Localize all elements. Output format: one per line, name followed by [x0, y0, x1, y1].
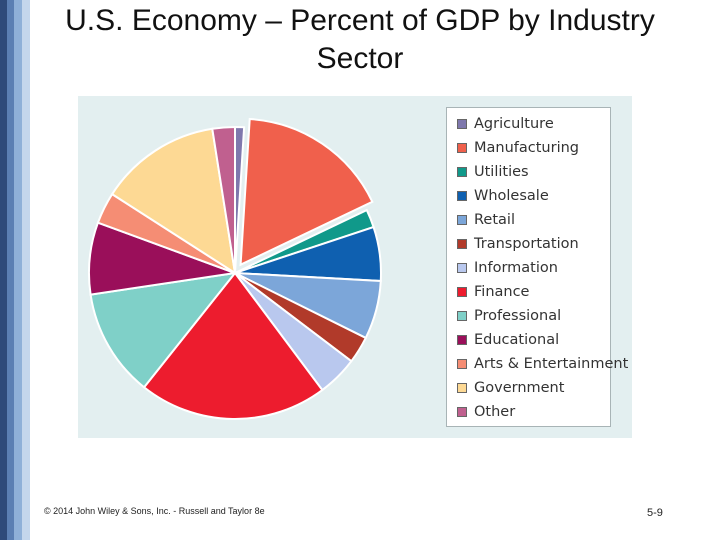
legend-item: Professional	[457, 305, 561, 327]
side-decoration-bars	[0, 0, 30, 540]
legend-swatch	[457, 383, 467, 393]
legend-item: Retail	[457, 209, 515, 231]
legend-item: Other	[457, 401, 515, 423]
side-bar-3	[14, 0, 22, 540]
pie-slice-manufacturing	[239, 117, 374, 267]
pie-slice-government	[110, 127, 237, 276]
pie-slice-other	[211, 125, 236, 274]
side-bar-4	[22, 0, 30, 540]
pie-slice-professional	[89, 271, 238, 389]
legend-item: Utilities	[457, 161, 529, 183]
legend-label: Government	[474, 380, 565, 396]
legend-item: Government	[457, 377, 564, 399]
legend-swatch	[457, 167, 467, 177]
pie-slice-finance	[142, 271, 324, 420]
legend-swatch	[457, 359, 467, 369]
legend-swatch	[457, 311, 467, 321]
legend-swatch	[457, 263, 467, 273]
chart-legend: Agriculture Manufacturing Utilities Wholesa…	[446, 107, 628, 427]
legend-label: Other	[474, 404, 516, 420]
legend-swatch	[457, 191, 467, 201]
legend-item: Information	[457, 257, 558, 279]
legend-label: Agriculture	[474, 116, 554, 132]
legend-label: Arts & Entertainment	[474, 356, 629, 372]
legend-label: Finance	[474, 284, 530, 300]
legend-swatch	[457, 215, 467, 225]
legend-swatch	[457, 287, 467, 297]
legend-swatch	[457, 143, 467, 153]
side-bar-2	[7, 0, 14, 540]
legend-item: Arts & Entertainment	[457, 353, 628, 375]
legend-label: Information	[474, 260, 558, 276]
legend-swatch	[457, 119, 467, 129]
legend-label: Transportation	[474, 236, 579, 252]
legend-label: Utilities	[474, 164, 529, 180]
legend-item: Transportation	[457, 233, 579, 255]
legend-label: Manufacturing	[474, 140, 579, 156]
legend-item: Finance	[457, 281, 529, 303]
legend-label: Educational	[474, 332, 560, 348]
pie-chart	[88, 117, 382, 420]
legend-item: Manufacturing	[457, 137, 579, 159]
legend-swatch	[457, 335, 467, 345]
legend-item: Wholesale	[457, 185, 549, 207]
page-number: 5-9	[647, 507, 663, 519]
slide-title: U.S. Economy – Percent of GDP by Industr…	[65, 4, 655, 75]
legend-label: Retail	[474, 212, 515, 228]
chart-panel: Agriculture Manufacturing Utilities Wholesa…	[78, 96, 632, 438]
copyright-footer: © 2014 John Wiley & Sons, Inc. - Russell…	[44, 506, 265, 516]
legend-label: Wholesale	[474, 188, 549, 204]
side-bar-1	[0, 0, 7, 540]
legend-item: Agriculture	[457, 113, 554, 135]
legend-swatch	[457, 407, 467, 417]
legend-label: Professional	[474, 308, 562, 324]
legend-swatch	[457, 239, 467, 249]
legend-item: Educational	[457, 329, 559, 351]
